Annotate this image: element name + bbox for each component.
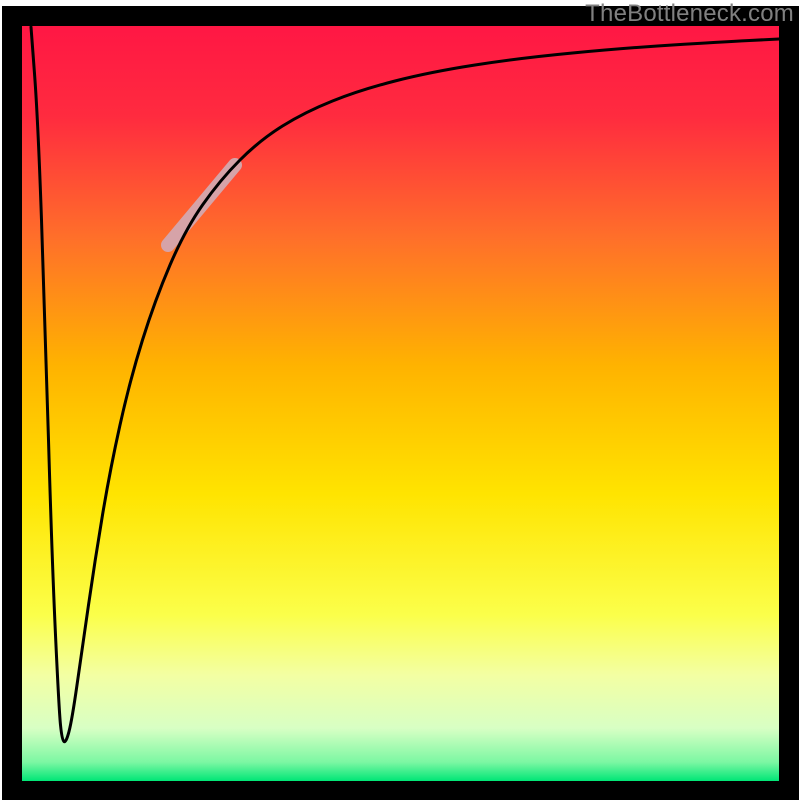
watermark-text: TheBottleneck.com	[585, 0, 794, 28]
plot-background	[22, 26, 779, 781]
bottleneck-chart	[0, 0, 800, 800]
chart-container: TheBottleneck.com	[0, 0, 800, 800]
